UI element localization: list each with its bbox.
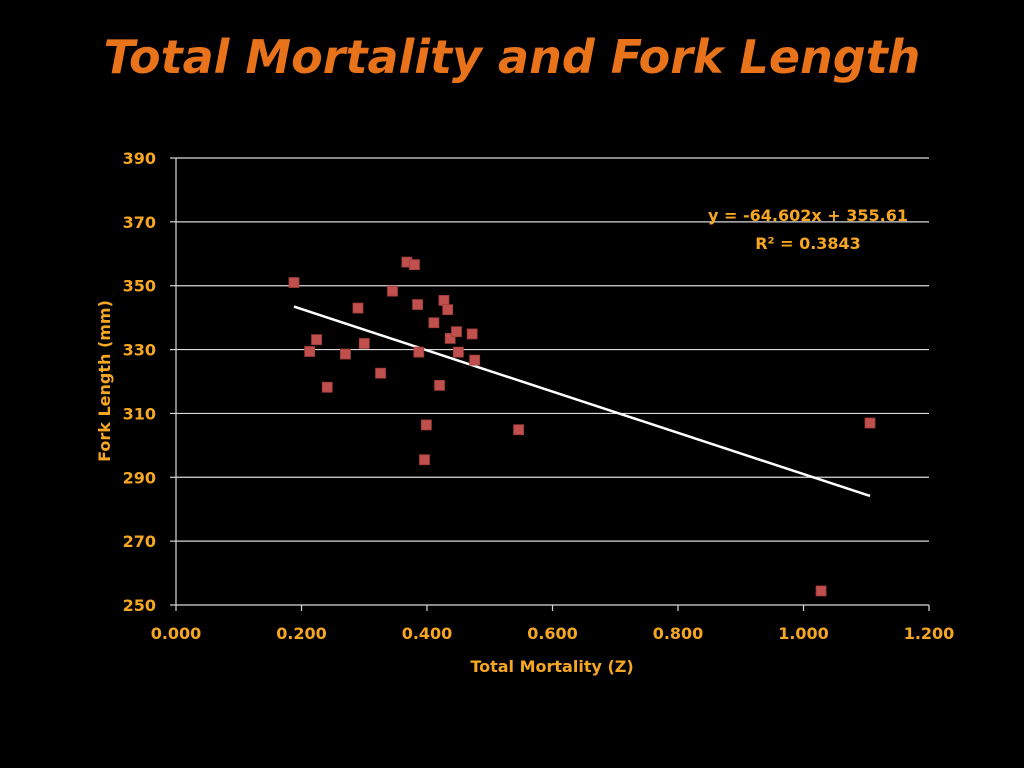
data-point: [288, 277, 300, 288]
labels: Total Mortality (Z) Fork Length (mm) y =…: [95, 206, 908, 676]
y-tick-label: 390: [123, 149, 156, 168]
data-point: [387, 285, 398, 297]
x-tick-label: 0.800: [653, 624, 704, 643]
y-tick-label: 370: [123, 213, 156, 232]
axes: 250 270 290 310 330 350 370 390 0.000 0.200 0.400 0…: [123, 149, 955, 643]
data-point: [375, 367, 386, 379]
data-point: [815, 585, 827, 597]
data-point: [434, 379, 445, 391]
data-point: [321, 381, 333, 393]
trendline-group: [293, 305, 871, 498]
x-tick-label: 1.200: [904, 624, 955, 643]
data-point: [451, 326, 462, 338]
y-axis-title: Fork Length (mm): [95, 300, 114, 462]
data-point: [352, 302, 364, 314]
y-tick-label: 270: [123, 532, 156, 551]
data-point: [864, 417, 876, 429]
data-point: [409, 259, 420, 271]
data-point: [442, 304, 454, 316]
data-point: [420, 419, 432, 431]
data-point: [428, 317, 440, 329]
data-point: [413, 346, 425, 358]
data-point: [452, 346, 464, 358]
trendline: [293, 305, 871, 498]
y-tick-label: 250: [123, 596, 156, 615]
trendline-equation: y = -64.602x + 355.61: [708, 206, 908, 225]
slide-title: Total Mortality and Fork Length: [103, 30, 921, 84]
trendline-r-squared: R² = 0.3843: [755, 234, 861, 253]
data-point: [340, 348, 351, 360]
y-tick-label: 310: [123, 404, 156, 423]
data-point: [304, 346, 316, 357]
gridlines: [176, 157, 929, 542]
data-point: [513, 424, 525, 436]
data-point: [438, 295, 450, 306]
data-point: [412, 299, 423, 310]
data-point: [311, 334, 322, 346]
data-points: [288, 256, 876, 597]
y-tick-label: 290: [123, 468, 156, 487]
x-axis-title: Total Mortality (Z): [470, 657, 633, 676]
y-tick-label: 330: [123, 341, 156, 360]
data-point: [469, 354, 481, 366]
x-tick-label: 0.600: [527, 624, 578, 643]
data-point: [466, 328, 478, 340]
x-tick-label: 0.400: [402, 624, 453, 643]
x-tick-label: 1.000: [778, 624, 829, 643]
x-tick-label: 0.000: [151, 624, 202, 643]
data-point: [419, 454, 430, 466]
data-point: [444, 332, 456, 344]
x-tick-label: 0.200: [276, 624, 327, 643]
data-point: [358, 338, 370, 349]
y-tick-label: 350: [123, 277, 156, 296]
